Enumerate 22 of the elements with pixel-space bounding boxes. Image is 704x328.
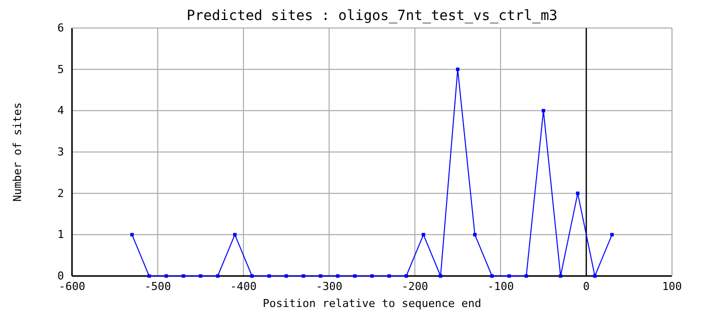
- x-tick-label: -100: [487, 280, 514, 293]
- x-axis-title: Position relative to sequence end: [262, 297, 482, 310]
- chart-title: Predicted sites : oligos_7nt_test_vs_ctrl_m3: [186, 8, 558, 24]
- point: [576, 192, 580, 196]
- y-tick-label: 3: [57, 146, 64, 159]
- point: [542, 108, 546, 112]
- y-tick-label: 1: [57, 228, 64, 242]
- y-tick-label: 6: [57, 22, 64, 35]
- y-tick-label: 5: [57, 62, 64, 76]
- point: [456, 68, 460, 72]
- x-tick-label: -500: [144, 280, 171, 293]
- point: [473, 232, 477, 236]
- x-tick-label: -200: [402, 280, 428, 293]
- y-tick-label: 4: [57, 104, 64, 118]
- x-tick-label: 0: [582, 280, 590, 293]
- x-tick-label: -400: [230, 280, 257, 293]
- y-tick-label: 2: [57, 186, 64, 200]
- x-tick-label: -300: [316, 280, 342, 293]
- point: [233, 232, 237, 236]
- y-axis-title: Number of sites: [11, 102, 24, 202]
- x-tick-label: 100: [662, 280, 682, 293]
- point: [422, 232, 426, 236]
